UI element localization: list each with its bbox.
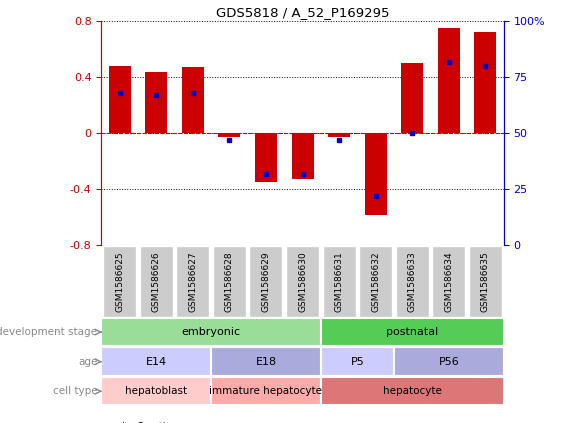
FancyBboxPatch shape (101, 377, 211, 406)
Text: cell type: cell type (53, 386, 97, 396)
Text: GSM1586628: GSM1586628 (225, 251, 234, 312)
Bar (438, 28, 460, 133)
FancyBboxPatch shape (433, 246, 466, 316)
Text: P5: P5 (350, 357, 364, 367)
FancyBboxPatch shape (394, 347, 504, 376)
Text: GSM1586626: GSM1586626 (152, 251, 161, 312)
Bar (365, 133, 387, 214)
Text: embryonic: embryonic (181, 327, 241, 337)
Text: log2 ratio: log2 ratio (122, 422, 172, 423)
Text: postnatal: postnatal (386, 327, 438, 337)
Text: immature hepatocyte: immature hepatocyte (210, 386, 323, 396)
Bar (218, 133, 240, 137)
Text: hepatoblast: hepatoblast (125, 386, 187, 396)
FancyBboxPatch shape (323, 246, 356, 316)
FancyBboxPatch shape (140, 246, 173, 316)
FancyBboxPatch shape (321, 318, 504, 346)
Text: ■: ■ (107, 421, 119, 423)
FancyBboxPatch shape (469, 246, 502, 316)
Text: GSM1586630: GSM1586630 (298, 251, 307, 312)
Text: P56: P56 (438, 357, 459, 367)
FancyBboxPatch shape (286, 246, 319, 316)
Title: GDS5818 / A_52_P169295: GDS5818 / A_52_P169295 (216, 5, 389, 19)
FancyBboxPatch shape (101, 318, 321, 346)
Bar (255, 133, 277, 182)
Text: GSM1586632: GSM1586632 (371, 251, 380, 312)
FancyBboxPatch shape (321, 347, 394, 376)
Text: GSM1586635: GSM1586635 (481, 251, 490, 312)
FancyBboxPatch shape (103, 246, 136, 316)
Bar (109, 66, 131, 133)
Bar (401, 63, 423, 133)
FancyBboxPatch shape (211, 347, 321, 376)
Text: GSM1586631: GSM1586631 (335, 251, 343, 312)
FancyBboxPatch shape (321, 377, 504, 406)
FancyBboxPatch shape (177, 246, 209, 316)
FancyBboxPatch shape (250, 246, 283, 316)
Text: hepatocyte: hepatocyte (383, 386, 442, 396)
Bar (474, 33, 496, 133)
Bar (292, 133, 313, 179)
Text: E18: E18 (255, 357, 277, 367)
Text: E14: E14 (146, 357, 167, 367)
FancyBboxPatch shape (211, 377, 321, 406)
Bar (328, 133, 350, 137)
Text: GSM1586629: GSM1586629 (262, 251, 270, 312)
Text: GSM1586627: GSM1586627 (188, 251, 197, 312)
Text: age: age (78, 357, 97, 367)
FancyBboxPatch shape (396, 246, 428, 316)
FancyBboxPatch shape (359, 246, 392, 316)
Text: GSM1586633: GSM1586633 (408, 251, 417, 312)
FancyBboxPatch shape (101, 347, 211, 376)
Text: GSM1586625: GSM1586625 (115, 251, 124, 312)
FancyBboxPatch shape (213, 246, 246, 316)
Bar (145, 71, 167, 133)
Bar (182, 67, 204, 133)
Text: GSM1586634: GSM1586634 (444, 251, 453, 312)
Text: development stage: development stage (0, 327, 97, 337)
